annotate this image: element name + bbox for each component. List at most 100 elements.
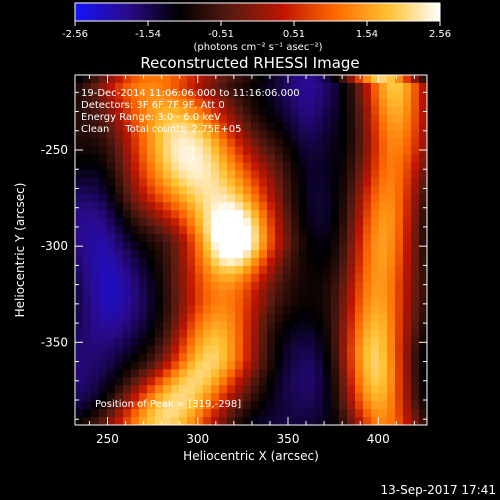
heatmap-cell: [251, 321, 260, 331]
heatmap-cell: [115, 313, 124, 323]
heatmap-cell: [179, 98, 188, 108]
heatmap-cell: [259, 353, 268, 362]
heatmap-cell: [83, 409, 92, 418]
heatmap-cell: [155, 265, 164, 275]
heatmap-cell: [115, 138, 124, 148]
heatmap-cell: [347, 345, 356, 354]
heatmap-cell: [331, 122, 340, 132]
x-axis-label: Heliocentric X (arcsec): [183, 449, 319, 463]
heatmap-cell: [171, 154, 180, 164]
heatmap-cell: [235, 162, 244, 172]
heatmap-cell: [243, 146, 252, 156]
heatmap-cell: [219, 98, 228, 108]
heatmap-cell: [275, 218, 284, 227]
heatmap-cell: [227, 353, 236, 362]
heatmap-cell: [267, 146, 276, 156]
heatmap-cell: [243, 393, 252, 402]
heatmap-cell: [243, 345, 252, 354]
heatmap-cell: [243, 361, 252, 370]
heatmap-cell: [147, 409, 156, 418]
heatmap-cell: [187, 313, 196, 323]
heatmap-cell: [75, 353, 84, 362]
heatmap-cell: [171, 114, 180, 124]
heatmap-cell: [403, 401, 412, 410]
heatmap-cell: [371, 98, 380, 108]
heatmap-cell: [115, 305, 124, 315]
heatmap-cell: [299, 337, 308, 347]
heatmap-cell: [411, 273, 420, 283]
heatmap-cell: [211, 90, 220, 100]
heatmap-cell: [195, 146, 204, 156]
heatmap-cell: [315, 409, 324, 418]
heatmap-cell: [219, 226, 228, 235]
heatmap-cell: [363, 154, 372, 164]
heatmap-cell: [307, 273, 316, 283]
heatmap-cell: [91, 194, 100, 203]
heatmap-cell: [387, 82, 396, 92]
heatmap: [75, 75, 427, 425]
heatmap-cell: [155, 146, 164, 156]
heatmap-cell: [395, 377, 404, 386]
heatmap-cell: [187, 393, 196, 402]
heatmap-cell: [419, 353, 427, 362]
heatmap-cell: [371, 106, 380, 116]
heatmap-cell: [355, 377, 364, 386]
heatmap-cell: [347, 273, 356, 283]
heatmap-cell: [115, 154, 124, 164]
heatmap-cell: [75, 289, 84, 299]
heatmap-cell: [179, 409, 188, 418]
heatmap-cell: [419, 321, 427, 331]
heatmap-cell: [291, 377, 300, 386]
heatmap-cell: [163, 321, 172, 331]
heatmap-cell: [147, 114, 156, 124]
heatmap-cell: [83, 377, 92, 386]
heatmap-cell: [419, 337, 427, 347]
heatmap-cell: [203, 409, 212, 418]
heatmap-cell: [75, 385, 84, 394]
heatmap-cell: [171, 106, 180, 116]
heatmap-cell: [419, 361, 427, 370]
heatmap-cell: [235, 321, 244, 331]
heatmap-cell: [283, 130, 292, 140]
heatmap-cell: [411, 82, 420, 92]
heatmap-cell: [195, 202, 204, 211]
heatmap-cell: [395, 162, 404, 172]
heatmap-cell: [163, 98, 172, 108]
heatmap-cell: [339, 273, 348, 283]
heatmap-cell: [395, 130, 404, 140]
heatmap-cell: [227, 138, 236, 148]
heatmap-cell: [219, 329, 228, 339]
heatmap-cell: [347, 234, 356, 243]
heatmap-cell: [123, 250, 132, 259]
heatmap-cell: [387, 369, 396, 378]
heatmap-cell: [339, 186, 348, 195]
heatmap-cell: [371, 210, 380, 219]
heatmap-cell: [123, 98, 132, 108]
heatmap-cell: [227, 321, 236, 331]
heatmap-cell: [307, 313, 316, 323]
heatmap-cell: [403, 218, 412, 227]
heatmap-cell: [139, 154, 148, 164]
heatmap-cell: [379, 130, 388, 140]
heatmap-cell: [107, 170, 116, 179]
heatmap-cell: [291, 90, 300, 100]
heatmap-cell: [139, 186, 148, 195]
heatmap-cell: [187, 98, 196, 108]
heatmap-cell: [139, 162, 148, 172]
heatmap-cell: [355, 162, 364, 172]
heatmap-cell: [107, 273, 116, 283]
heatmap-cell: [251, 257, 260, 267]
heatmap-cell: [227, 186, 236, 195]
heatmap-cell: [339, 353, 348, 362]
heatmap-cell: [107, 218, 116, 227]
heatmap-cell: [107, 250, 116, 259]
heatmap-cell: [259, 122, 268, 132]
heatmap-cell: [139, 281, 148, 291]
heatmap-cell: [219, 289, 228, 299]
heatmap-cell: [147, 329, 156, 339]
heatmap-cell: [323, 210, 332, 219]
heatmap-cell: [299, 369, 308, 378]
heatmap-cell: [147, 82, 156, 92]
heatmap-cell: [123, 377, 132, 386]
heatmap-cell: [155, 329, 164, 339]
